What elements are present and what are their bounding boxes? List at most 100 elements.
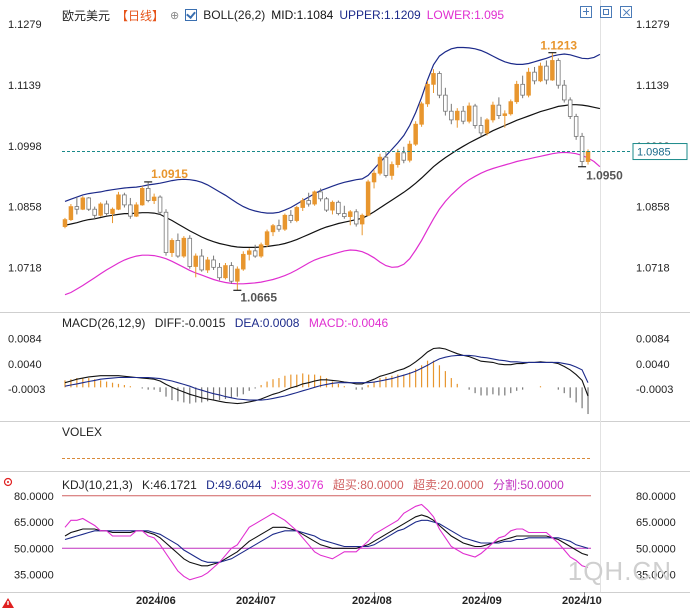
- candle-body: [282, 214, 288, 230]
- candle-body: [579, 135, 585, 162]
- candle-body: [585, 151, 591, 162]
- candle-body: [526, 71, 531, 96]
- candle-body: [270, 225, 276, 233]
- settings-gear-icon[interactable]: ⊕: [170, 9, 180, 22]
- candle-body: [425, 83, 430, 105]
- candle-body: [508, 101, 514, 115]
- kdj-k-line: [64, 514, 589, 567]
- candle-body: [300, 200, 305, 208]
- macd-dea-value: DEA:0.0008: [234, 316, 300, 330]
- candle-body: [62, 219, 68, 227]
- candle-body: [383, 156, 389, 176]
- x-tick-label: 2024/08: [352, 595, 392, 607]
- watermark: 1QH.CN: [567, 556, 672, 586]
- kdj-label: KDJ(10,21,3): [62, 478, 133, 492]
- candle-body: [395, 152, 401, 165]
- macd-macd-value: MACD:-0.0046: [308, 316, 389, 330]
- candle-body: [514, 83, 519, 103]
- kdj-d-line: [64, 519, 589, 563]
- kdj-y-tick-right: 35.0000: [636, 570, 676, 582]
- candle-body: [318, 191, 323, 200]
- candle-body: [544, 65, 549, 81]
- kdj-divide-value: 分割:50.0000: [493, 478, 564, 492]
- candle-body: [449, 110, 454, 121]
- candle-body: [419, 103, 424, 125]
- candle-body: [556, 60, 561, 86]
- macd-diff-line: [64, 347, 589, 405]
- price-y-tick-right: 1.0858: [636, 202, 670, 214]
- candle-body: [157, 196, 163, 213]
- volex-label: VOLEX: [62, 425, 103, 439]
- candle-body: [520, 83, 525, 96]
- candle-body: [264, 231, 270, 246]
- candle-body: [460, 110, 466, 122]
- candle-body: [246, 250, 252, 255]
- period-label[interactable]: 【日线】: [116, 8, 165, 23]
- macd-y-tick-right: -0.0003: [636, 384, 673, 396]
- candle-body: [312, 191, 317, 205]
- candle-body: [573, 116, 579, 137]
- macd-y-tick-right: 0.0084: [636, 334, 670, 346]
- annotation-low-0665: 1.0665: [240, 290, 277, 304]
- candle-body: [562, 84, 567, 101]
- last-price-tag: 1.0985: [637, 147, 671, 159]
- candle-body: [538, 65, 543, 82]
- price-y-tick-right: 1.0718: [636, 262, 670, 274]
- price-panel-header: 欧元美元 【日线】 ⊕ BOLL(26,2) MID:1.1084 UPPER:…: [62, 7, 510, 23]
- macd-diff-value: DIFF:-0.0015: [154, 316, 226, 330]
- kdj-j-line: [64, 503, 589, 581]
- candle-body: [134, 204, 139, 217]
- candle-body: [258, 244, 264, 257]
- price-y-tick-left: 1.0718: [8, 262, 42, 274]
- macd-y-tick-left: 0.0040: [8, 359, 42, 371]
- candle-body: [330, 201, 335, 211]
- candle-body: [128, 204, 133, 217]
- candle-body: [407, 143, 412, 161]
- candle-body: [437, 73, 442, 96]
- warning-icon[interactable]: [2, 598, 14, 608]
- price-y-tick-right: 1.1139: [636, 80, 669, 92]
- add-indicator-button[interactable]: [580, 6, 592, 18]
- candle-body: [455, 110, 460, 121]
- candle-body: [92, 208, 97, 216]
- candle-body: [371, 172, 377, 183]
- candle-body: [98, 203, 103, 216]
- candle-body: [443, 94, 448, 112]
- candle-body: [235, 268, 240, 282]
- candle-body: [567, 99, 573, 117]
- candle-body: [401, 152, 407, 161]
- candle-body: [110, 208, 115, 214]
- kdj-y-tick-right: 65.0000: [636, 517, 676, 529]
- candle-body: [252, 250, 258, 257]
- kdj-y-tick-right: 50.0000: [636, 543, 676, 555]
- x-tick-label: 2024/07: [236, 595, 276, 607]
- kdj-oversold-value: 超卖:20.0000: [412, 478, 484, 492]
- kdj-y-tick-right: 80.0000: [636, 491, 676, 503]
- macd-y-tick-right: 0.0040: [636, 359, 670, 371]
- candle-body: [478, 125, 484, 134]
- kdj-k-value: K:46.1721: [142, 478, 197, 492]
- candle-body: [466, 105, 472, 122]
- candle-body: [205, 259, 210, 271]
- close-button[interactable]: [620, 6, 632, 18]
- candle-body: [193, 255, 198, 267]
- candle-body: [122, 194, 127, 206]
- candle-body: [223, 265, 228, 279]
- candle-body: [80, 197, 86, 210]
- kdj-settings-icon[interactable]: [2, 477, 14, 487]
- candle-body: [217, 266, 222, 279]
- candle-body: [336, 201, 341, 214]
- candle-body: [288, 214, 294, 221]
- candle-body: [484, 119, 490, 134]
- maximize-button[interactable]: [600, 6, 612, 18]
- candle-body: [496, 104, 502, 116]
- boll-lower-value: LOWER:1.095: [426, 8, 505, 22]
- annotation-high-1213: 1.1213: [540, 39, 577, 53]
- checkbox-icon[interactable]: [185, 9, 198, 21]
- candle-body: [490, 104, 496, 121]
- kdj-d-value: D:49.6044: [206, 478, 262, 492]
- macd-y-tick-left: 0.0084: [8, 334, 42, 346]
- boll-label: BOLL(26,2): [203, 8, 266, 22]
- candle-body: [389, 164, 395, 176]
- kdj-overbought-value: 超买:80.0000: [332, 478, 404, 492]
